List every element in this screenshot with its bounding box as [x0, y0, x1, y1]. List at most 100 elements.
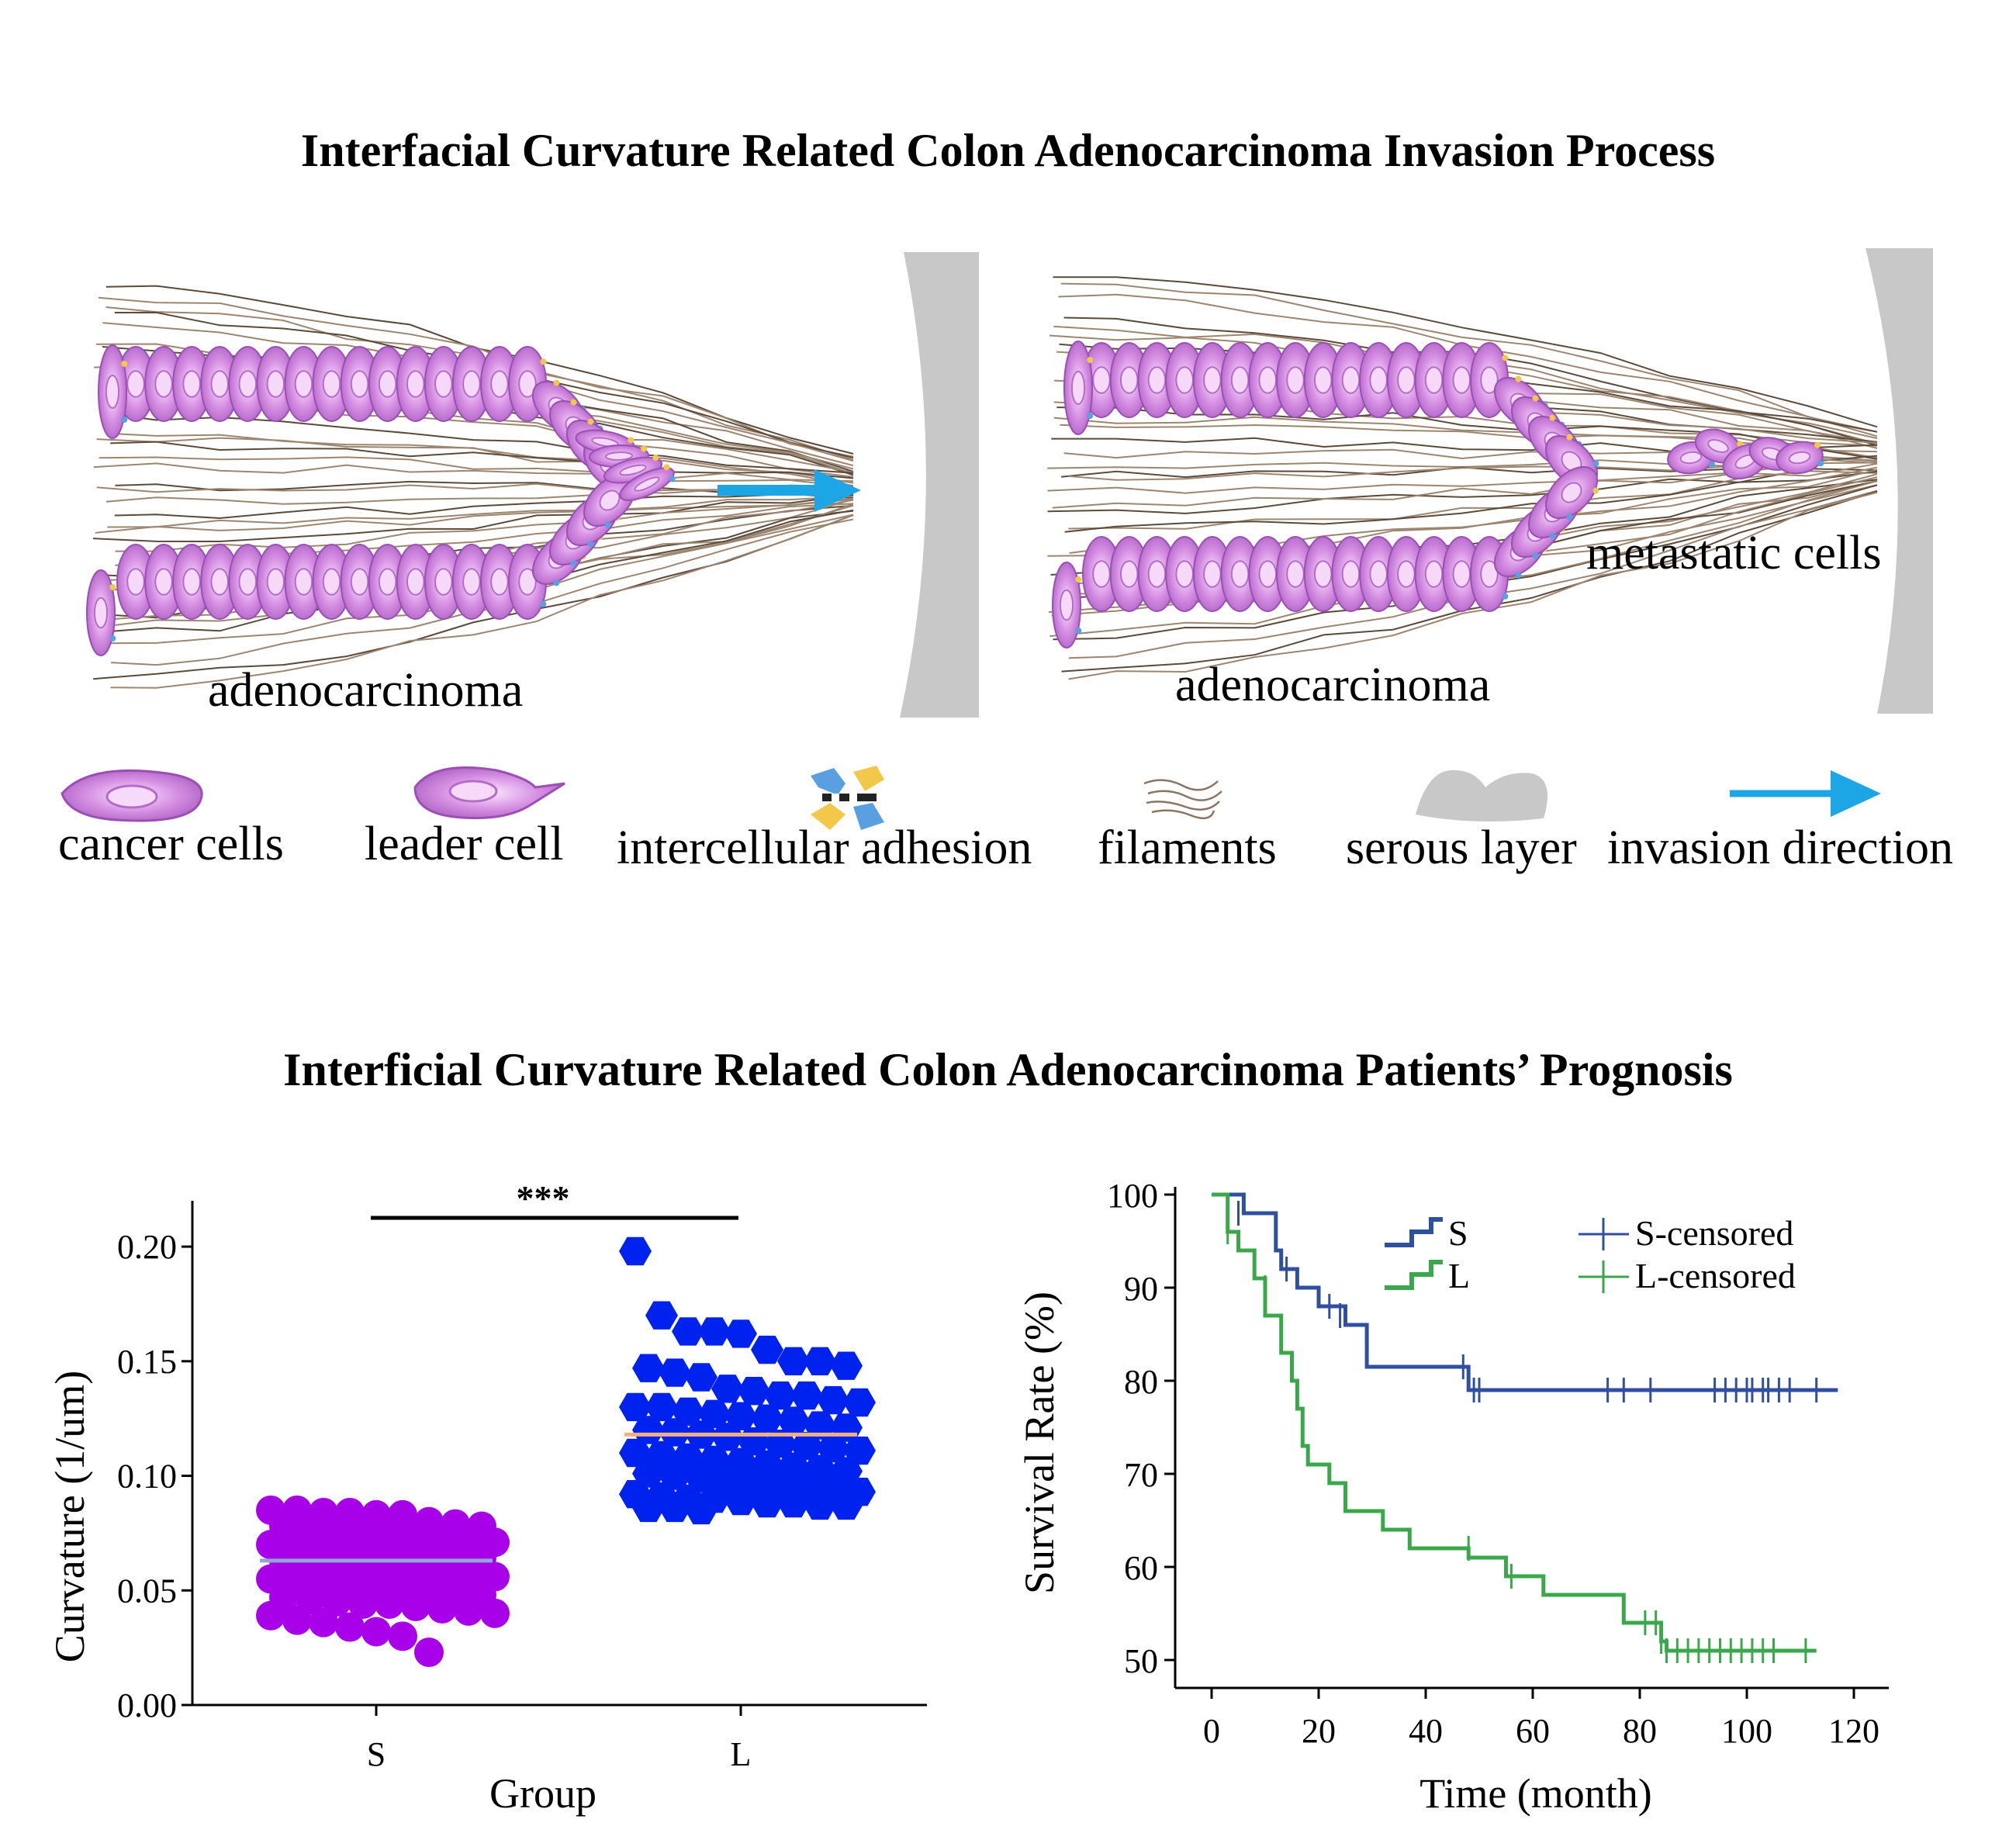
cell-nucleus — [182, 568, 201, 596]
cancer-cell — [451, 346, 491, 422]
cancer-cell — [1137, 536, 1177, 612]
cell-nucleus — [378, 568, 397, 596]
cell-nucleus — [1258, 560, 1278, 588]
adhesion-dot — [1708, 461, 1715, 468]
filament-strand — [99, 456, 854, 482]
filament-strand — [1068, 491, 1878, 680]
cancer-cell — [1442, 536, 1482, 612]
cell-nucleus — [154, 568, 173, 596]
data-point-s — [401, 1591, 431, 1621]
adhesion-dot — [109, 584, 116, 590]
cell-nucleus — [490, 370, 509, 398]
cell-nucleus — [518, 568, 537, 596]
cancer-cell — [589, 444, 649, 469]
cancer-cell — [1109, 342, 1149, 418]
data-point-l — [711, 1423, 744, 1451]
adhesion-dot — [628, 437, 635, 444]
data-point-l — [777, 1406, 810, 1435]
data-point-l — [685, 1496, 718, 1525]
scatter-x-tick-label: S — [367, 1735, 386, 1773]
filament-strand — [93, 462, 854, 488]
cancer-cell — [1220, 342, 1260, 418]
cell-nucleus — [1258, 366, 1278, 394]
cell-nucleus — [434, 370, 453, 398]
cancer-cell-icon — [61, 769, 203, 822]
km-x-tick-label: 20 — [1302, 1712, 1336, 1750]
cell-nucleus — [1480, 560, 1499, 588]
data-point-s — [388, 1621, 417, 1651]
serous-layer-left — [900, 252, 979, 718]
adhesion-dot — [570, 560, 577, 567]
cell-nucleus — [126, 370, 145, 398]
cancer-cell — [1303, 536, 1343, 612]
data-point-s — [427, 1593, 457, 1624]
scatter-y-tick-label: 0.10 — [117, 1458, 177, 1496]
adhesion-dot — [1532, 395, 1539, 402]
cancer-cell — [1248, 342, 1288, 418]
cell-nucleus — [1561, 482, 1582, 503]
adhesion-dot — [669, 476, 676, 482]
adhesion-dot — [1502, 354, 1509, 361]
adhesion-dot — [1515, 375, 1522, 382]
km-y-tick-label: 60 — [1124, 1549, 1158, 1587]
data-point-l — [659, 1418, 691, 1447]
filament-strand — [1064, 470, 1878, 533]
scatter-y-tick-label: 0.15 — [117, 1343, 177, 1381]
cell-nucleus — [1175, 366, 1194, 394]
data-point-l — [685, 1363, 718, 1392]
cancer-cell — [619, 464, 676, 501]
data-point-l — [751, 1335, 783, 1364]
filament-network-right — [1047, 276, 1878, 680]
cell-nucleus — [238, 568, 258, 596]
cell-nucleus — [1424, 366, 1444, 394]
cell-nucleus — [1286, 366, 1305, 394]
cell-nucleus — [1424, 560, 1444, 588]
filament-strand — [93, 493, 854, 543]
cancer-cell — [228, 346, 268, 422]
km-x-tick-label: 0 — [1203, 1712, 1220, 1750]
adhesion-dot — [553, 379, 560, 386]
cell-nucleus — [518, 370, 537, 398]
significance-marker: *** — [517, 1178, 570, 1218]
tumor-gland-right — [1052, 341, 1824, 648]
cell-nucleus — [182, 370, 201, 398]
filament-strand — [110, 514, 854, 689]
cell-nucleus — [1313, 366, 1333, 394]
adhesion-dot — [121, 361, 128, 367]
data-point-l — [619, 1236, 652, 1266]
adhesion-dot — [1566, 514, 1573, 521]
cell-nucleus — [105, 375, 120, 409]
adenocarcinoma-label-left: adenocarcinoma — [208, 664, 524, 717]
cell-nucleus — [1203, 366, 1222, 394]
survival-curve-chart: 50 60 70 80 90 100 0 20 40 60 80 100 120 SL S-censore… — [1016, 1177, 1889, 1817]
serous-layer-right — [1866, 248, 1933, 714]
legend-l-line-icon — [1385, 1260, 1443, 1290]
cancer-cell — [1545, 466, 1599, 521]
legend-label-adhesion: intercellular adhesion — [617, 821, 1032, 874]
data-point-l — [632, 1416, 665, 1444]
adenocarcinoma-label-right: adenocarcinoma — [1175, 659, 1491, 711]
adhesion-dot — [587, 541, 594, 548]
adhesion-dot — [1515, 572, 1522, 579]
data-point-l — [698, 1317, 731, 1346]
adhesion-dot — [1502, 593, 1509, 600]
filament-strand — [107, 495, 854, 528]
filament-strand — [114, 493, 854, 520]
legend-l-censored-label: L-censored — [1635, 1256, 1796, 1295]
data-point-l — [672, 1317, 704, 1346]
cell-nucleus — [406, 568, 425, 596]
cell-nucleus — [266, 370, 285, 398]
adhesion-dot — [604, 521, 611, 528]
scatter-y-tick-label: 0.20 — [117, 1228, 177, 1266]
cancer-cell — [583, 474, 638, 528]
km-y-tick-label: 100 — [1107, 1177, 1158, 1215]
km-x-tick-label: 60 — [1516, 1712, 1550, 1750]
cancer-cell — [1063, 341, 1094, 435]
cell-nucleus — [604, 451, 634, 461]
prognosis-title: Interficial Curvature Related Colon Aden… — [283, 1044, 1733, 1095]
data-point-l — [724, 1486, 757, 1516]
cancer-cell — [1386, 342, 1426, 418]
filament-strand — [95, 498, 854, 534]
km-x-tick-label: 100 — [1721, 1712, 1772, 1750]
adhesion-dot — [1087, 413, 1094, 419]
